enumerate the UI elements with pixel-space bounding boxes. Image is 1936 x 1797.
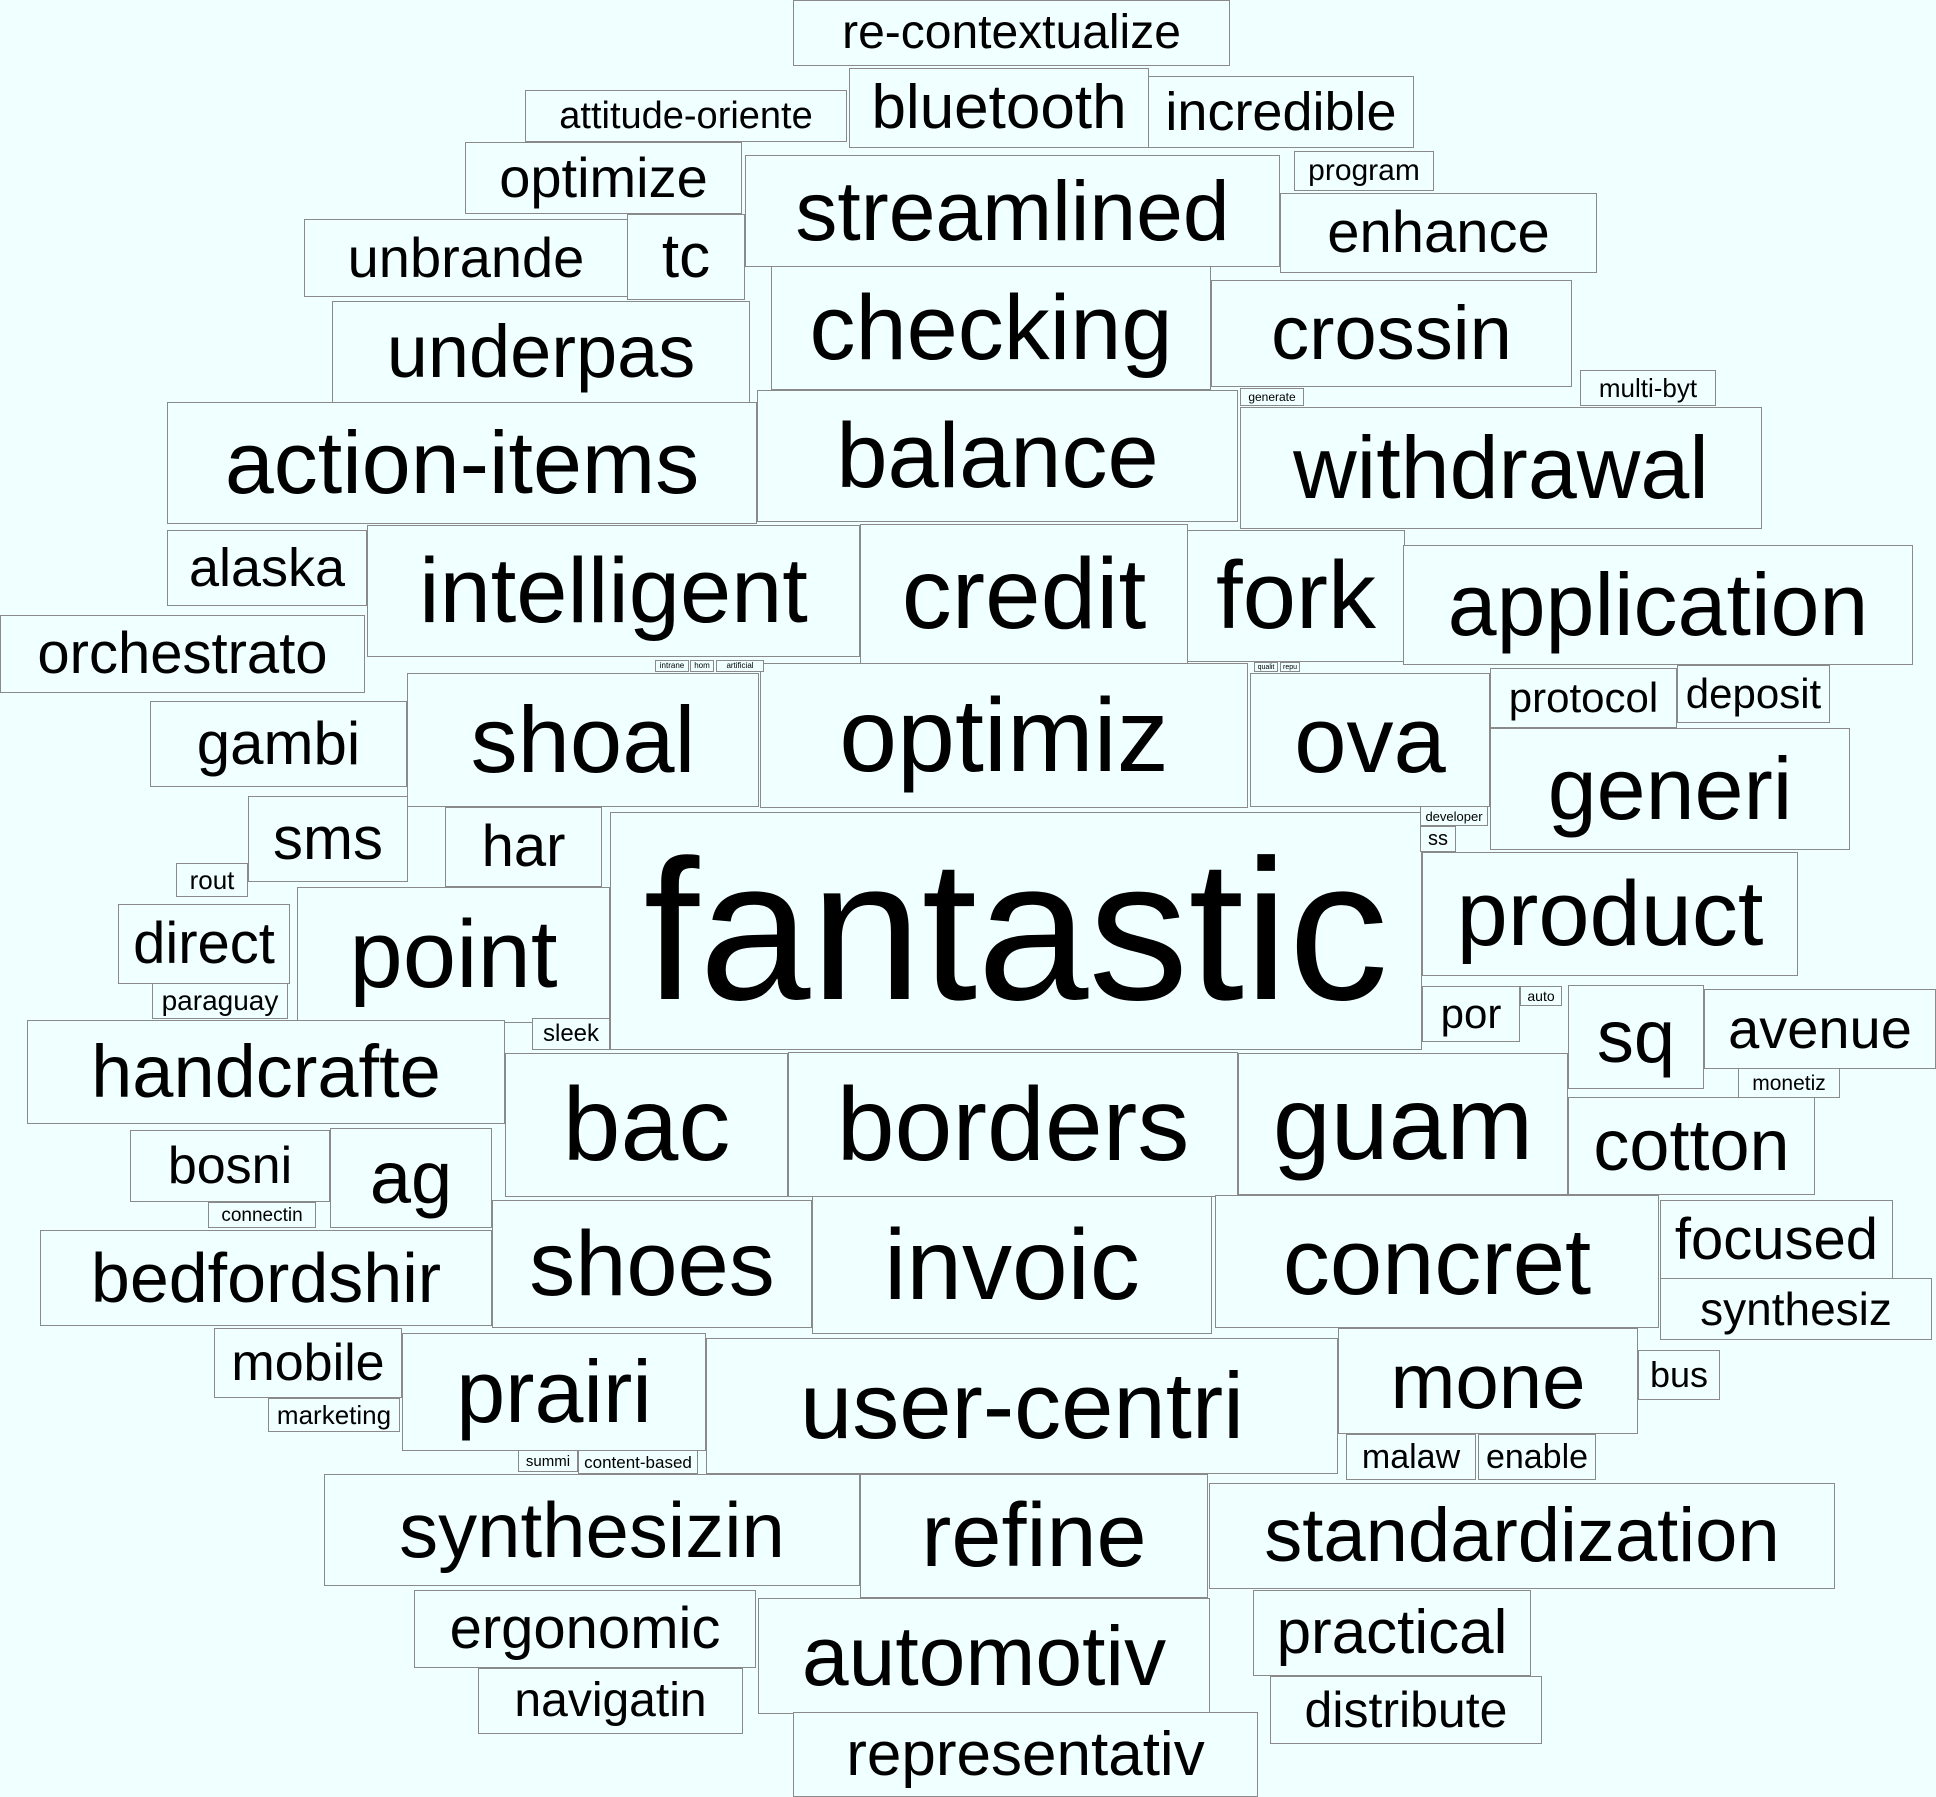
word: gambi	[150, 701, 407, 787]
word: direct	[118, 904, 290, 984]
word: incredible	[1148, 76, 1414, 148]
word: por	[1422, 986, 1520, 1042]
word: ss	[1420, 826, 1456, 852]
word: paraguay	[152, 983, 288, 1019]
word: attitude-oriente	[525, 90, 847, 142]
word: ergonomic	[414, 1590, 756, 1668]
word: guam	[1238, 1053, 1568, 1195]
word: shoal	[407, 673, 759, 807]
word: protocol	[1490, 668, 1677, 728]
word: avenue	[1704, 989, 1936, 1069]
word: concret	[1215, 1195, 1659, 1328]
word: fantastic	[610, 812, 1422, 1050]
word: action-items	[167, 402, 757, 524]
word: practical	[1253, 1590, 1531, 1676]
word: multi-byt	[1580, 370, 1716, 406]
word: underpas	[332, 301, 750, 403]
word: invoic	[812, 1196, 1212, 1334]
word: artificial	[716, 660, 764, 672]
word: user-centri	[706, 1338, 1338, 1474]
word: sq	[1568, 985, 1704, 1089]
word: withdrawal	[1240, 407, 1762, 529]
word: generi	[1490, 728, 1850, 850]
word: rout	[176, 863, 248, 897]
word: synthesiz	[1660, 1278, 1932, 1340]
word: point	[297, 887, 610, 1023]
word: deposit	[1677, 665, 1830, 723]
word: bus	[1638, 1350, 1720, 1400]
word: crossin	[1211, 280, 1572, 387]
word: sleek	[532, 1018, 610, 1050]
word: distribute	[1270, 1676, 1542, 1744]
word: enable	[1478, 1434, 1596, 1480]
word: checking	[771, 266, 1211, 390]
word: credit	[860, 524, 1188, 664]
word: re-contextualize	[793, 0, 1230, 66]
word: representativ	[793, 1712, 1258, 1797]
word: qualit	[1254, 662, 1278, 672]
word: handcrafte	[27, 1020, 505, 1124]
word: ova	[1250, 673, 1490, 807]
word: prairi	[402, 1333, 706, 1451]
word: sms	[248, 796, 408, 882]
word: developer	[1420, 806, 1488, 826]
word: bosni	[130, 1130, 330, 1202]
word: content-based	[578, 1450, 698, 1474]
word: shoes	[492, 1200, 812, 1328]
word: optimize	[465, 142, 742, 214]
word: unbrande	[304, 219, 628, 297]
word: focused	[1660, 1200, 1893, 1280]
word: enhance	[1280, 193, 1597, 273]
word: alaska	[167, 530, 367, 606]
word: standardization	[1209, 1483, 1835, 1589]
word: borders	[788, 1052, 1238, 1197]
word: optimiz	[760, 663, 1248, 808]
word: streamlined	[745, 155, 1280, 267]
word: mobile	[214, 1328, 402, 1398]
word: fork	[1187, 530, 1405, 662]
word: bluetooth	[849, 68, 1149, 148]
word: monetiz	[1738, 1068, 1840, 1098]
word: automotiv	[758, 1598, 1210, 1714]
word: intrane	[655, 660, 689, 672]
word: application	[1403, 545, 1913, 665]
word: navigatin	[478, 1668, 743, 1734]
word: synthesizin	[324, 1474, 860, 1586]
word: connectin	[208, 1202, 316, 1228]
word: har	[445, 807, 602, 887]
word: mone	[1338, 1328, 1638, 1434]
word: tc	[627, 214, 745, 300]
word: bac	[505, 1053, 788, 1197]
word: product	[1422, 852, 1798, 976]
word: cotton	[1568, 1097, 1815, 1195]
word: repu	[1280, 662, 1300, 672]
word: malaw	[1346, 1434, 1476, 1480]
word: balance	[757, 390, 1238, 522]
word: summi	[518, 1450, 578, 1472]
word: generate	[1240, 388, 1304, 406]
word: bedfordshir	[40, 1230, 492, 1326]
word: hom	[690, 660, 714, 672]
word: marketing	[268, 1398, 400, 1432]
word: intelligent	[367, 525, 860, 657]
word: program	[1294, 151, 1434, 191]
word: auto	[1520, 986, 1562, 1006]
word: ag	[330, 1128, 492, 1228]
word: orchestrato	[0, 615, 365, 693]
word: refine	[860, 1474, 1208, 1598]
